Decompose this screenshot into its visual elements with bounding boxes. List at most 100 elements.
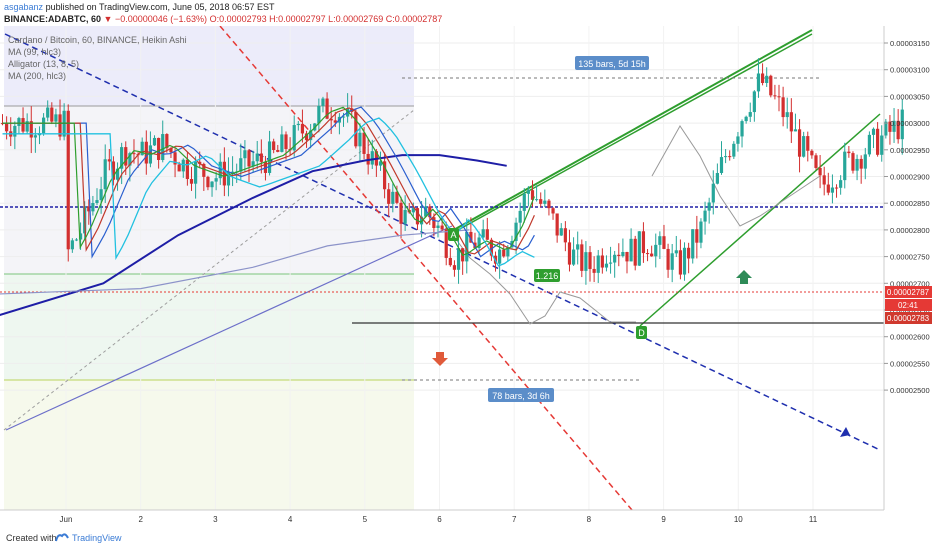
candle-body	[576, 244, 580, 250]
point-a-label: A	[450, 230, 456, 240]
price-chart[interactable]: 135 bars, 5d 15h 78 bars, 3d 6h 1.216 A …	[0, 26, 932, 526]
bars-top-label: 135 bars, 5d 15h	[578, 59, 646, 69]
candle-body	[633, 238, 637, 266]
candle-body	[777, 96, 781, 98]
legend-alligator[interactable]: Alligator (13, 8, 5)	[8, 59, 80, 69]
candle-body	[555, 213, 559, 236]
candle-body	[161, 134, 165, 160]
candle-body	[876, 128, 880, 155]
y-tick-label: 0.00002900	[890, 173, 930, 182]
candle-body	[50, 107, 54, 122]
candle-body	[559, 228, 563, 236]
x-tick-label: 10	[734, 515, 743, 524]
candle-body	[888, 121, 892, 132]
candle-body	[436, 225, 440, 229]
candle-body	[181, 159, 185, 172]
countdown-badge: 02:41	[898, 301, 919, 310]
candle-body	[584, 252, 588, 271]
candle-body	[107, 159, 111, 162]
candle-body	[834, 187, 839, 189]
candle-body	[740, 121, 744, 137]
candle-body	[284, 134, 288, 150]
candle-body	[415, 208, 420, 225]
candle-body	[177, 164, 181, 172]
x-tick-label: 8	[587, 515, 592, 524]
candle-body	[814, 155, 818, 168]
candle-body	[329, 118, 333, 121]
candle-body	[304, 133, 309, 141]
countdown-badge-bg	[885, 299, 932, 311]
candle-body	[194, 161, 198, 184]
candle-body	[13, 125, 17, 137]
legend-ma99[interactable]: MA (99, hlc3)	[8, 47, 62, 57]
ma-support-line	[5, 225, 453, 431]
candle-body	[210, 181, 214, 188]
candle-body	[547, 200, 551, 209]
candle-body	[892, 120, 896, 132]
candle-body	[226, 171, 231, 186]
price-badge-dark-bg	[885, 312, 932, 324]
candle-body	[465, 231, 469, 262]
candle-body	[662, 236, 666, 249]
candle-body	[654, 244, 658, 257]
candle-body	[78, 233, 83, 240]
candle-body	[411, 208, 415, 213]
candle-body	[144, 141, 148, 164]
candle-body	[802, 136, 806, 157]
x-axis: Jun 2 3 4 5 6 7 8 9 10 11	[60, 515, 818, 524]
candle-body	[900, 109, 904, 140]
tradingview-brand[interactable]: TradingView	[72, 533, 122, 543]
candle-body	[847, 151, 851, 154]
candle-body	[218, 161, 222, 179]
candle-body	[765, 75, 769, 84]
candle-body	[378, 161, 383, 166]
candle-body	[189, 179, 194, 184]
down-arrow-marker-icon	[432, 352, 448, 366]
candle-body	[563, 228, 567, 243]
zigzag-pattern	[451, 233, 636, 325]
candle-body	[797, 129, 802, 157]
candle-body	[243, 150, 247, 159]
candle-body	[855, 158, 859, 171]
candle-body	[489, 239, 494, 256]
candle-body	[58, 114, 62, 137]
candle-body	[608, 262, 613, 264]
candle-body	[362, 132, 366, 154]
candle-body	[354, 111, 358, 147]
candle-body	[325, 98, 329, 119]
candle-body	[440, 225, 444, 230]
candle-body	[752, 91, 756, 113]
candle-body	[469, 231, 473, 243]
candle-body	[391, 191, 395, 204]
candle-body	[732, 143, 736, 157]
candle-body	[124, 147, 128, 166]
candle-body	[650, 253, 654, 257]
candle-body	[387, 189, 391, 204]
candle-body	[658, 236, 662, 245]
candle-body	[621, 251, 625, 257]
candle-body	[896, 120, 900, 140]
candle-body	[806, 136, 810, 151]
fib-label: 1.216	[536, 271, 559, 281]
x-tick-label: 7	[512, 515, 517, 524]
y-tick-label: 0.00003050	[890, 92, 930, 101]
candle-body	[280, 134, 284, 152]
legend-title: Cardano / Bitcoin, 60, BINANCE, Heikin A…	[8, 35, 187, 45]
y-tick-label: 0.00002600	[890, 333, 930, 342]
candle-body	[247, 150, 251, 167]
author-link[interactable]: asgabanz	[4, 2, 44, 12]
legend-ma200[interactable]: MA (200, hlc3)	[8, 71, 67, 81]
candle-body	[571, 249, 576, 265]
price-badge-dark: 0.00002783	[887, 314, 930, 323]
ohlc-label: O:0.00002793 H:0.00002797 L:0.00002769 C…	[209, 14, 443, 24]
price-badge-red: 0.00002787	[887, 288, 930, 297]
candle-body	[707, 202, 711, 211]
candle-body	[637, 231, 641, 266]
candle-body	[296, 123, 300, 126]
candle-body	[859, 158, 863, 169]
candle-body	[399, 202, 403, 224]
candle-body	[588, 252, 592, 269]
down-arrow-icon: ▼	[103, 14, 113, 24]
candle-body	[272, 141, 276, 151]
candle-body	[341, 116, 346, 118]
